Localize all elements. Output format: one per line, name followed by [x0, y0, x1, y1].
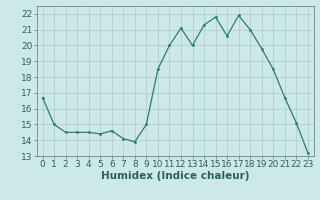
- X-axis label: Humidex (Indice chaleur): Humidex (Indice chaleur): [101, 171, 250, 181]
